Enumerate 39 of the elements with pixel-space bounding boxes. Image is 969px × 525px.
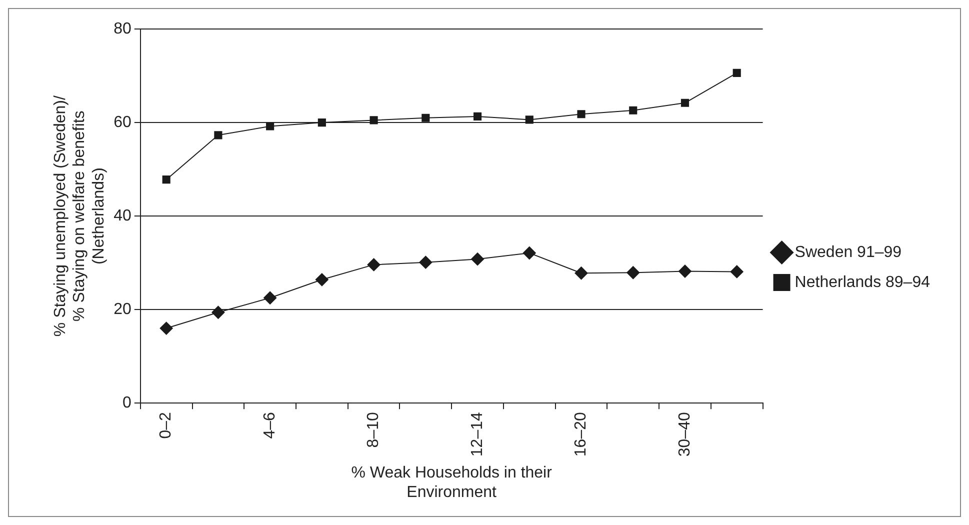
point xyxy=(732,68,741,77)
legend-label: Sweden 91–99 xyxy=(794,244,902,261)
point xyxy=(212,306,225,319)
point xyxy=(264,291,277,304)
point xyxy=(214,131,222,140)
point xyxy=(626,266,640,280)
point xyxy=(525,116,534,124)
point xyxy=(315,273,328,286)
point xyxy=(629,106,638,114)
point xyxy=(422,114,430,122)
point xyxy=(419,256,432,269)
x-tick-label: 16–20 xyxy=(572,412,590,457)
y-axis-title: % Staying unemployed (Sweden)/ % Staying on welfare benefits (Netherlands) xyxy=(52,94,108,337)
y-tick-label: 0 xyxy=(122,394,132,412)
point xyxy=(318,118,326,127)
x-tick-label: 0–2 xyxy=(158,412,175,439)
y-tick-label: 40 xyxy=(114,207,132,224)
point xyxy=(162,176,170,184)
x-tick-label: 8–10 xyxy=(365,412,382,448)
y-tick-label: 60 xyxy=(114,114,132,131)
point xyxy=(266,122,274,130)
y-tick-label: 80 xyxy=(114,20,132,38)
point xyxy=(370,116,378,124)
x-tick-label: 12–14 xyxy=(468,412,486,457)
point xyxy=(367,258,380,272)
x-axis-title: % Weak Households in their Environment xyxy=(351,464,553,501)
point xyxy=(577,110,586,118)
point xyxy=(522,246,536,260)
point xyxy=(160,322,173,335)
point xyxy=(678,264,692,278)
y-tick-label: 20 xyxy=(114,300,132,318)
legend-label: Netherlands 89–94 xyxy=(794,274,930,291)
point xyxy=(574,266,588,280)
point xyxy=(680,98,690,107)
point xyxy=(473,112,482,120)
point xyxy=(730,265,744,278)
x-tick-label: 30–40 xyxy=(676,412,694,457)
x-tick-label: 4–6 xyxy=(261,412,278,439)
point xyxy=(471,252,484,266)
